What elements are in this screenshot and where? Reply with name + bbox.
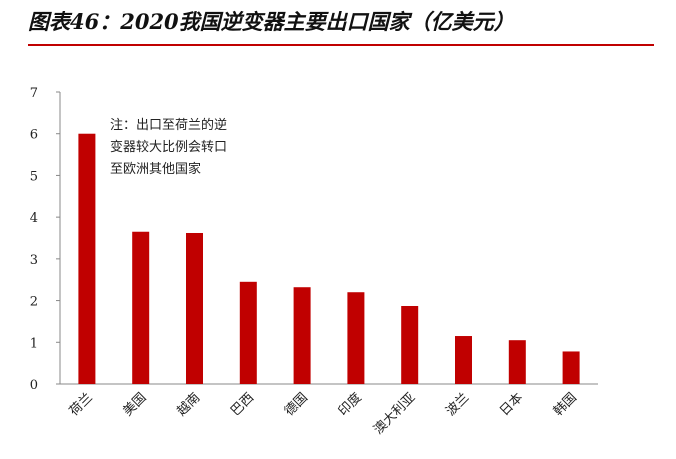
y-tick-label: 5: [30, 169, 38, 184]
y-tick-label: 4: [30, 211, 38, 226]
x-tick-label: 越南: [174, 390, 204, 420]
x-tick-label: 印度: [335, 390, 365, 420]
x-tick-label: 美国: [121, 390, 150, 419]
chart-annotation-line: 变器较大比例会转口: [110, 139, 227, 155]
bar: [186, 232, 203, 384]
chart-annotation-line: 注：出口至荷兰的逆: [110, 117, 227, 133]
bar: [455, 336, 472, 384]
y-tick-label: 6: [30, 128, 38, 143]
y-tick-label: 3: [30, 253, 38, 268]
y-tick-label: 1: [30, 336, 38, 351]
title-divider: [28, 44, 654, 46]
x-tick-label: 荷兰: [67, 390, 96, 419]
y-tick-label: 2: [30, 295, 38, 310]
x-tick-label: 韩国: [551, 390, 580, 419]
bar: [562, 351, 580, 384]
page-title: 图表46：2020我国逆变器主要出口国家（亿美元）: [28, 9, 515, 34]
bar: [239, 281, 257, 384]
x-tick-label: 德国: [282, 390, 311, 419]
bar: [347, 292, 365, 384]
bar: [132, 231, 150, 384]
x-tick-label: 巴西: [228, 390, 257, 419]
x-tick-label: 波兰: [443, 390, 472, 419]
chart-annotation-line: 至欧洲其他国家: [110, 161, 201, 177]
bar: [293, 287, 311, 384]
bar: [401, 305, 419, 384]
bar: [508, 340, 526, 384]
x-tick-label: 澳大利亚: [370, 390, 418, 438]
y-tick-label: 7: [30, 86, 38, 101]
x-tick-label: 日本: [497, 390, 526, 419]
y-tick-label: 0: [30, 378, 38, 393]
bar: [78, 133, 96, 384]
